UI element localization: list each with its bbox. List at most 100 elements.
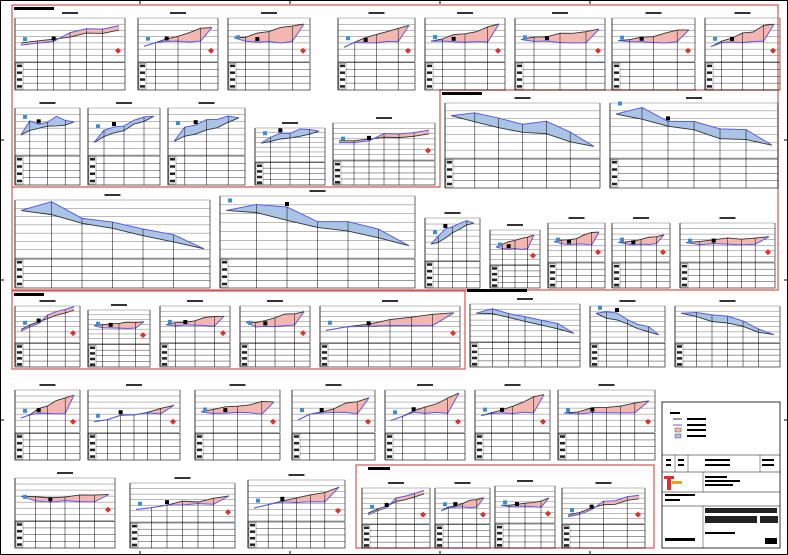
right-slope-marker xyxy=(70,418,76,425)
right-slope-marker xyxy=(405,47,411,54)
left-slope-marker xyxy=(96,321,100,326)
drawing-title xyxy=(705,508,777,513)
profile-panel xyxy=(434,482,491,549)
elevation-marker xyxy=(443,223,448,228)
company-logo xyxy=(672,481,682,484)
table-label xyxy=(17,78,22,81)
table-label xyxy=(17,435,22,438)
table-header-col xyxy=(385,434,394,460)
table-header-col xyxy=(240,344,249,367)
profile-title xyxy=(719,300,736,302)
table-label xyxy=(677,357,682,360)
table-header-col xyxy=(590,344,599,367)
table-label xyxy=(612,175,617,178)
table-label xyxy=(17,261,22,264)
left-slope-marker xyxy=(23,37,27,42)
table-label xyxy=(447,168,452,171)
table-header-col xyxy=(425,262,434,288)
table-header-col xyxy=(15,522,24,548)
table-label xyxy=(472,362,477,366)
revision-text xyxy=(666,459,671,461)
table-label xyxy=(90,158,95,161)
elevation-marker xyxy=(285,202,289,207)
table-header-col xyxy=(470,343,479,367)
table-header-col xyxy=(435,525,444,548)
table-label xyxy=(614,283,619,287)
profile-panel xyxy=(87,384,181,461)
table-label xyxy=(90,441,95,445)
profile-title xyxy=(170,12,186,14)
table-header-col xyxy=(612,263,621,288)
table-label xyxy=(294,441,299,445)
table-label xyxy=(322,363,327,366)
left-slope-marker xyxy=(433,35,437,40)
revision-number xyxy=(765,538,777,544)
left-slope-marker xyxy=(483,407,487,412)
profile-title xyxy=(116,102,132,104)
table-label xyxy=(592,345,597,348)
table-label xyxy=(364,544,369,547)
table-label xyxy=(472,344,477,348)
table-label xyxy=(612,182,617,186)
table-label xyxy=(322,345,327,348)
left-slope-marker xyxy=(146,36,150,41)
profile-panel xyxy=(384,384,466,461)
table-header-col xyxy=(558,434,567,460)
table-header-col xyxy=(168,156,177,185)
profile-panel xyxy=(254,122,326,186)
cut-area xyxy=(568,495,639,517)
left-slope-marker xyxy=(168,319,172,324)
table-header-col xyxy=(228,63,237,90)
table-label xyxy=(335,180,340,184)
elevation-marker xyxy=(255,37,260,42)
elevation-marker xyxy=(48,497,53,502)
profile-panel xyxy=(14,472,116,549)
group-title-bar xyxy=(368,467,390,470)
table-label xyxy=(497,543,502,547)
table-label xyxy=(90,179,95,183)
profile-title xyxy=(734,12,751,14)
table-label xyxy=(17,165,22,168)
table-label xyxy=(132,543,137,547)
table-label xyxy=(294,455,299,458)
elevation-marker xyxy=(411,407,416,412)
table-label xyxy=(170,165,175,168)
profile-title xyxy=(39,384,56,386)
company-text xyxy=(705,476,727,478)
group-border-3 xyxy=(355,464,655,549)
table-label xyxy=(17,523,22,526)
cut-area xyxy=(431,23,499,43)
table-label xyxy=(140,64,145,68)
elevation-marker xyxy=(319,408,324,413)
elevation-marker xyxy=(36,408,41,413)
table-label xyxy=(242,351,247,354)
table-label xyxy=(170,172,175,175)
left-slope-marker xyxy=(96,413,100,418)
right-slope-marker xyxy=(425,147,431,154)
profile-panel xyxy=(227,12,311,91)
table-label xyxy=(517,64,522,68)
profile-title xyxy=(57,472,73,474)
revision-text xyxy=(762,464,774,466)
table-label xyxy=(437,526,442,530)
profile-panel xyxy=(239,300,311,368)
right-slope-marker xyxy=(635,511,641,518)
elevation-marker xyxy=(165,500,169,505)
profile-title xyxy=(198,102,215,104)
table-label xyxy=(90,172,95,175)
right-slope-marker xyxy=(770,47,776,54)
profile-panel xyxy=(87,102,161,186)
revision-text xyxy=(705,459,730,461)
table-label xyxy=(162,363,167,366)
right-slope-marker xyxy=(645,418,651,425)
table-label xyxy=(387,455,392,458)
table-label xyxy=(340,64,345,68)
profile-panel xyxy=(489,224,541,289)
table-label xyxy=(162,351,167,354)
elevation-marker xyxy=(515,502,519,507)
table-header-col xyxy=(15,259,24,288)
profile-title xyxy=(39,102,56,104)
elevation-marker xyxy=(453,502,458,507)
table-label xyxy=(140,78,145,81)
right-slope-marker xyxy=(595,249,601,256)
